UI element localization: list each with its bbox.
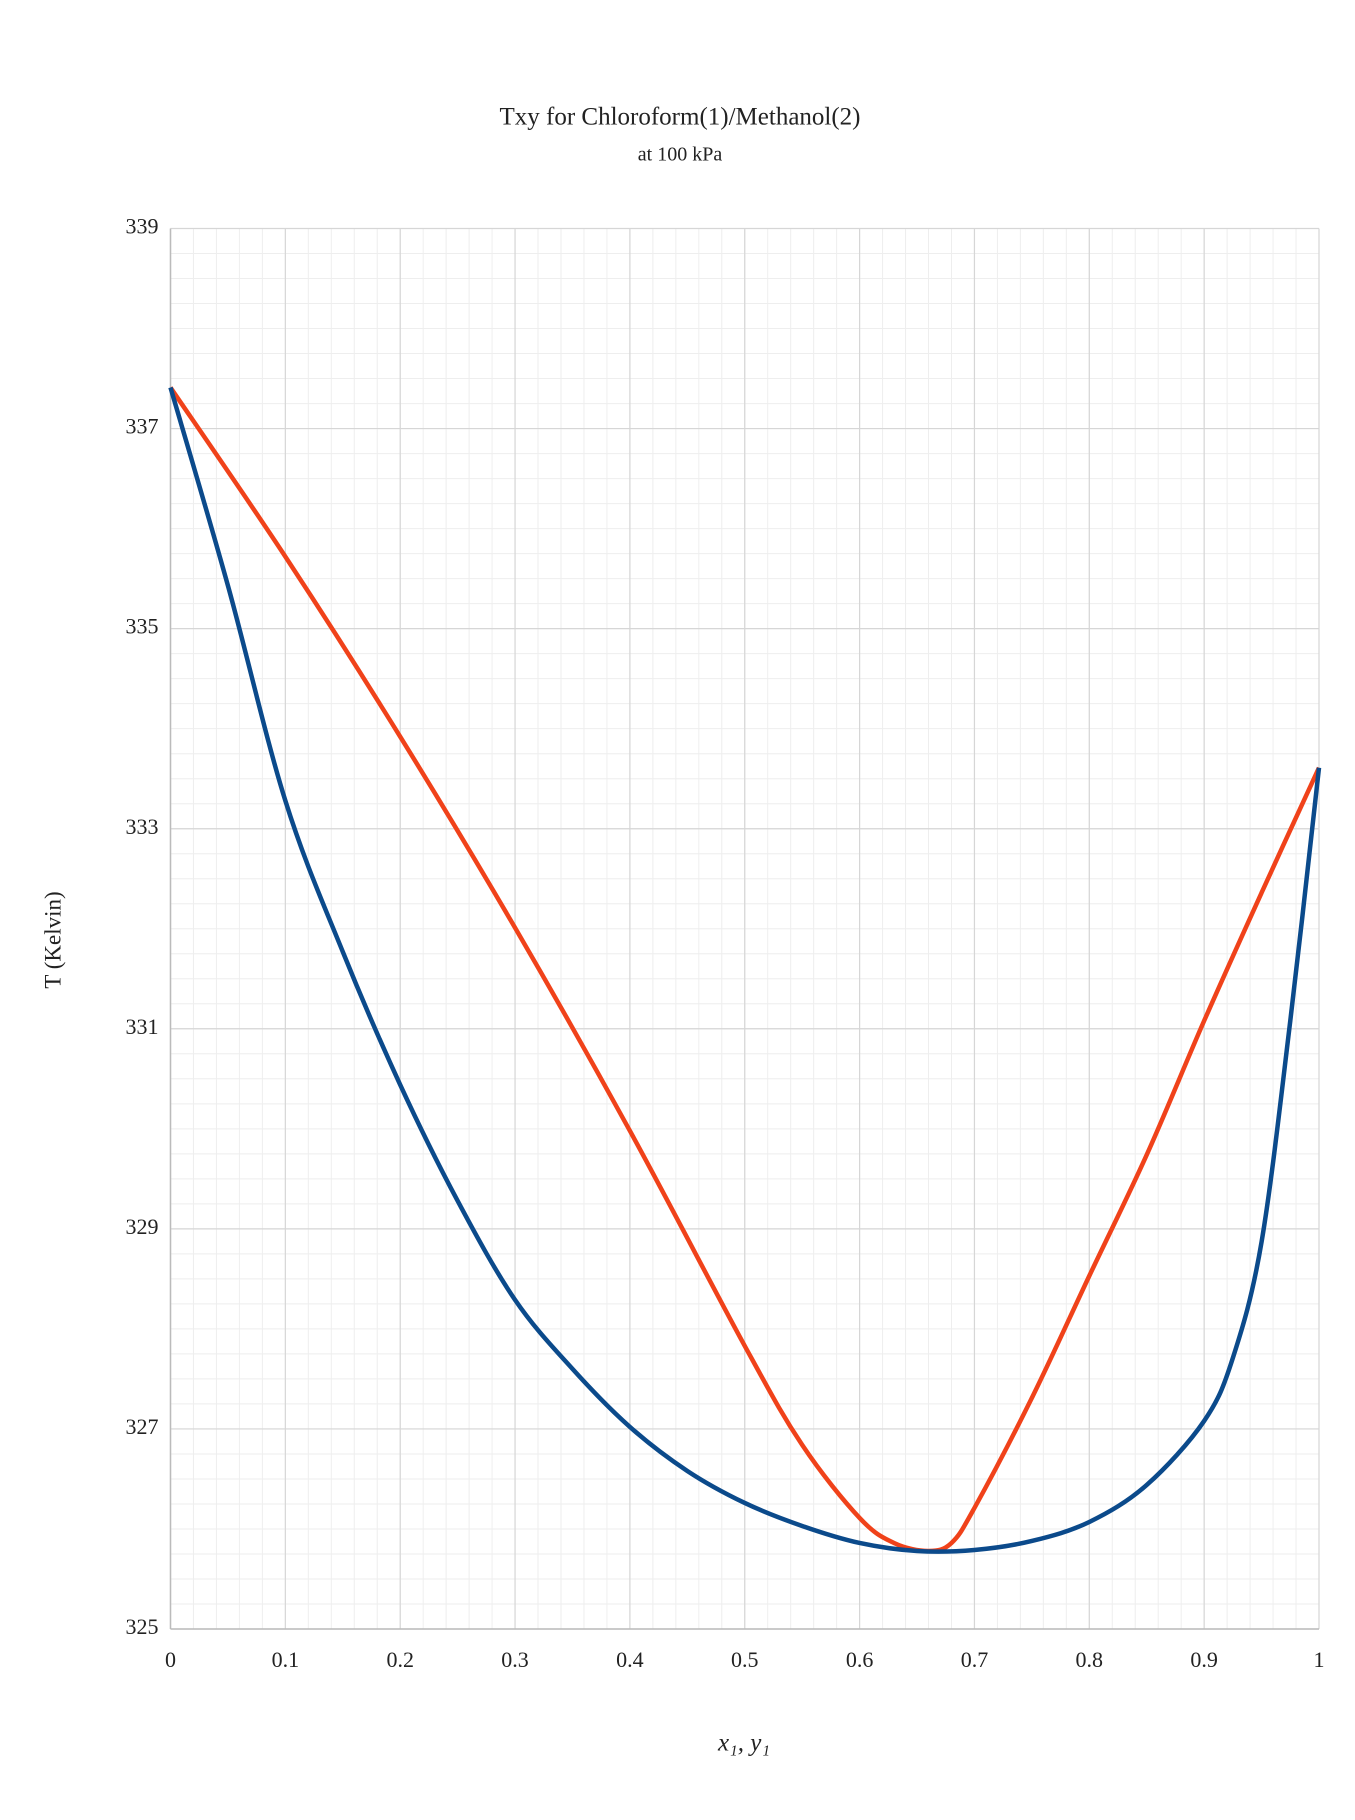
y-tick-label: 337 [126, 414, 159, 439]
x-tick-label: 1 [1314, 1647, 1325, 1672]
x-tick-label: 0.5 [731, 1647, 759, 1672]
y-tick-label: 333 [126, 814, 159, 839]
y-tick-label: 325 [126, 1614, 159, 1639]
chart-subtitle: at 100 kPa [638, 144, 723, 166]
y-tick-label: 331 [126, 1014, 159, 1039]
x-tick-label: 0.8 [1076, 1647, 1104, 1672]
x-tick-label: 0.7 [961, 1647, 989, 1672]
series-line [168, 386, 1322, 1554]
y-axis-label: T (Kelvin) [40, 891, 65, 988]
y-tick-label: 339 [126, 214, 159, 239]
x-tick-label: 0.2 [386, 1647, 414, 1672]
chart-title: Txy for Chloroform(1)/Methanol(2) [499, 104, 860, 131]
y-tick-label: 327 [126, 1414, 159, 1439]
x-tick-label: 0 [165, 1647, 176, 1672]
y-tick-label: 329 [126, 1214, 159, 1239]
x-tick-label: 0.4 [616, 1647, 644, 1672]
x-tick-label: 0.1 [272, 1647, 300, 1672]
x-axis-label: x₁, y₁ [717, 1730, 770, 1757]
x-tick-label: 0.6 [846, 1647, 874, 1672]
y-tick-label: 335 [126, 614, 159, 639]
series-line [168, 386, 1322, 1554]
x-tick-label: 0.9 [1190, 1647, 1218, 1672]
x-tick-label: 0.3 [501, 1647, 529, 1672]
